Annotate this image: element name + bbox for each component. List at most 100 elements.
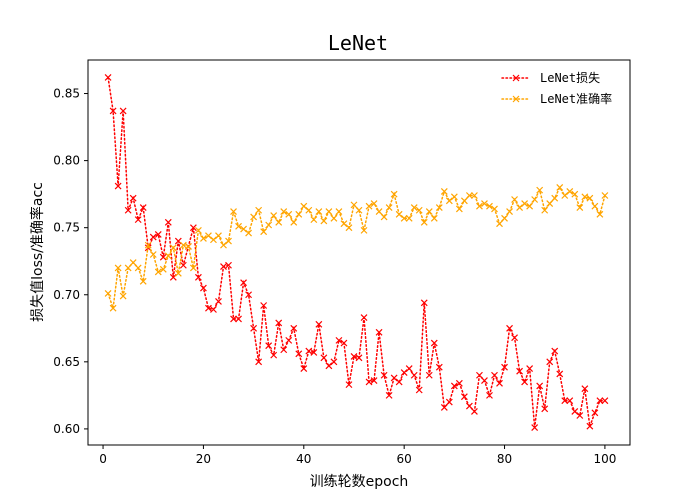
data-point-marker xyxy=(476,202,483,210)
data-point-marker xyxy=(581,193,589,201)
data-point-marker xyxy=(571,408,579,415)
data-point-marker xyxy=(566,397,574,405)
data-point-marker xyxy=(119,107,127,115)
data-point-marker xyxy=(189,264,197,272)
data-point-marker xyxy=(325,208,333,216)
data-point-marker xyxy=(526,365,534,372)
data-point-marker xyxy=(481,200,488,207)
data-point-marker xyxy=(541,405,549,413)
data-point-marker xyxy=(445,197,453,205)
data-point-marker xyxy=(450,193,458,201)
data-point-marker xyxy=(506,208,513,216)
data-point-marker xyxy=(220,263,227,271)
data-point-marker xyxy=(280,208,288,216)
data-point-marker xyxy=(481,377,488,385)
data-point-marker xyxy=(200,234,207,242)
data-point-marker xyxy=(335,336,343,344)
data-point-marker xyxy=(360,314,368,321)
data-point-marker xyxy=(114,182,122,190)
data-point-marker xyxy=(501,214,508,222)
data-point-marker xyxy=(380,371,388,379)
data-point-marker xyxy=(270,212,278,220)
data-point-marker xyxy=(571,190,579,198)
data-point-marker xyxy=(576,412,584,419)
data-point-marker xyxy=(245,291,253,299)
data-point-marker xyxy=(460,393,468,401)
data-point-marker xyxy=(445,398,453,406)
y-axis-label: 损失值loss/准确率acc xyxy=(29,182,46,322)
data-point-marker xyxy=(345,224,353,232)
data-point-marker xyxy=(390,190,398,198)
data-point-marker xyxy=(380,213,388,221)
data-point-marker xyxy=(240,279,247,287)
legend: LeNet损失 LeNet准确率 xyxy=(501,70,612,106)
x-tick-label: 80 xyxy=(497,452,512,466)
data-point-marker xyxy=(601,397,609,405)
y-tick-label: 0.85 xyxy=(53,87,80,101)
data-point-marker xyxy=(345,381,353,389)
data-point-marker xyxy=(235,315,242,323)
data-point-marker xyxy=(465,192,473,199)
data-point-marker xyxy=(114,264,122,272)
data-point-marker xyxy=(576,204,584,211)
data-point-marker xyxy=(159,253,167,261)
data-point-marker xyxy=(129,194,137,202)
x-tick-label: 100 xyxy=(593,452,616,466)
data-point-marker xyxy=(330,358,338,366)
data-point-marker xyxy=(395,210,403,218)
data-point-marker xyxy=(536,382,544,390)
data-point-marker xyxy=(536,186,544,194)
data-point-marker xyxy=(154,230,162,238)
data-point-marker xyxy=(405,365,413,372)
data-point-marker xyxy=(425,208,433,216)
data-point-marker xyxy=(471,408,478,415)
data-point-marker xyxy=(591,202,599,210)
data-point-marker xyxy=(430,339,438,347)
data-point-marker xyxy=(295,350,303,358)
data-point-marker xyxy=(325,362,333,370)
series-loss xyxy=(104,74,609,431)
data-point-marker xyxy=(566,188,574,195)
data-point-marker xyxy=(591,409,599,417)
data-point-marker xyxy=(476,371,483,379)
series-accuracy xyxy=(104,184,609,312)
data-point-marker xyxy=(240,225,247,233)
data-point-marker xyxy=(405,214,413,222)
x-tick-label: 40 xyxy=(296,452,311,466)
data-point-marker xyxy=(601,192,609,199)
legend-marker xyxy=(512,74,520,82)
series-line xyxy=(107,76,606,428)
x-tick-label: 20 xyxy=(196,452,211,466)
data-point-marker xyxy=(596,210,604,218)
data-point-marker xyxy=(260,228,268,236)
data-point-marker xyxy=(220,241,227,249)
data-point-marker xyxy=(410,204,418,211)
data-point-marker xyxy=(225,237,232,245)
data-point-marker xyxy=(200,284,207,292)
data-point-marker xyxy=(164,252,172,260)
data-point-marker xyxy=(491,371,498,379)
data-point-marker xyxy=(440,188,448,195)
data-point-marker xyxy=(265,221,273,229)
data-point-marker xyxy=(235,222,242,230)
plot-series xyxy=(104,74,609,431)
data-point-marker xyxy=(390,374,398,382)
data-point-marker xyxy=(305,206,313,214)
data-point-marker xyxy=(270,351,278,359)
y-tick-label: 0.60 xyxy=(53,422,80,436)
data-point-marker xyxy=(174,269,182,277)
data-point-marker xyxy=(435,363,443,371)
x-tick-label: 60 xyxy=(397,452,412,466)
data-point-marker xyxy=(350,353,358,360)
data-point-marker xyxy=(159,265,167,273)
data-point-marker xyxy=(205,232,212,240)
data-point-marker xyxy=(310,349,318,356)
data-point-marker xyxy=(586,422,594,430)
data-point-marker xyxy=(521,200,529,207)
data-point-marker xyxy=(285,210,293,218)
data-point-marker xyxy=(315,320,323,328)
x-tick-label: 0 xyxy=(99,452,107,466)
data-point-marker xyxy=(149,233,157,241)
data-point-marker xyxy=(104,74,112,81)
